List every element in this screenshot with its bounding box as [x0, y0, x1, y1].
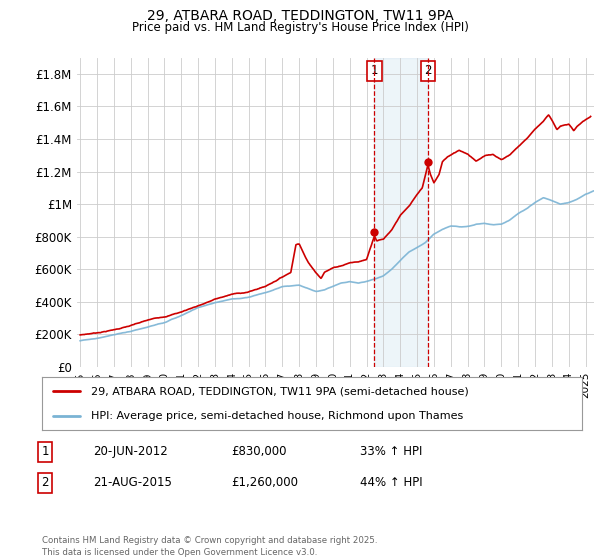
Text: 21-AUG-2015: 21-AUG-2015	[93, 476, 172, 489]
Text: HPI: Average price, semi-detached house, Richmond upon Thames: HPI: Average price, semi-detached house,…	[91, 410, 463, 421]
Text: Price paid vs. HM Land Registry's House Price Index (HPI): Price paid vs. HM Land Registry's House …	[131, 21, 469, 34]
Text: £830,000: £830,000	[231, 445, 287, 459]
Text: Contains HM Land Registry data © Crown copyright and database right 2025.
This d: Contains HM Land Registry data © Crown c…	[42, 536, 377, 557]
Text: 1: 1	[41, 445, 49, 459]
Text: 29, ATBARA ROAD, TEDDINGTON, TW11 9PA: 29, ATBARA ROAD, TEDDINGTON, TW11 9PA	[146, 9, 454, 23]
Bar	[374, 58, 428, 367]
Text: £1,260,000: £1,260,000	[231, 476, 298, 489]
Text: 2: 2	[424, 64, 431, 77]
Text: 44% ↑ HPI: 44% ↑ HPI	[360, 476, 422, 489]
Text: 33% ↑ HPI: 33% ↑ HPI	[360, 445, 422, 459]
Text: 2: 2	[41, 476, 49, 489]
Text: 1: 1	[371, 64, 378, 77]
Text: 29, ATBARA ROAD, TEDDINGTON, TW11 9PA (semi-detached house): 29, ATBARA ROAD, TEDDINGTON, TW11 9PA (s…	[91, 386, 469, 396]
Text: 20-JUN-2012: 20-JUN-2012	[93, 445, 168, 459]
